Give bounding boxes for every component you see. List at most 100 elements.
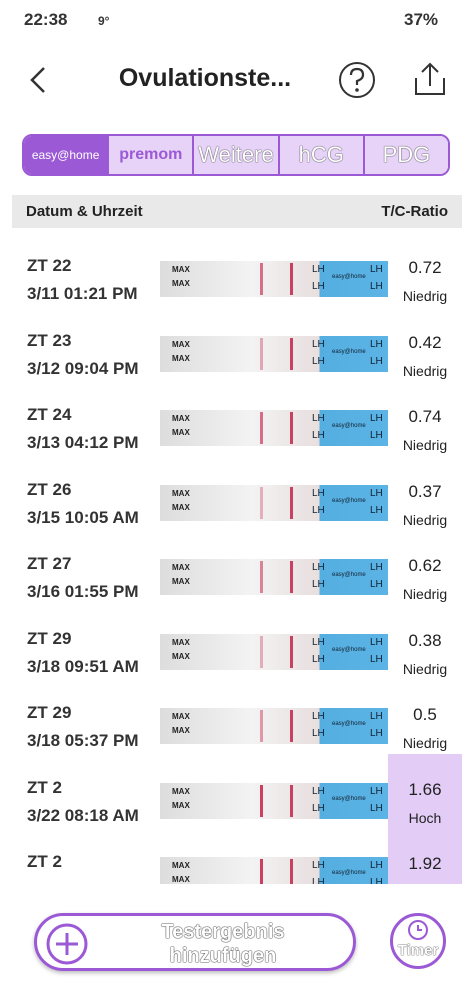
strip-lh-label: LH [312,802,325,814]
high-highlight [388,828,462,884]
strip-lh-label: LH [312,877,325,884]
tab[interactable]: premom [107,136,193,174]
temperature: 9° [98,14,110,28]
strip-lh-label: LH [312,430,325,441]
cycle-day: ZT 27 [27,554,72,573]
strip-lh-label: LH [370,877,383,884]
strip-lh-label: LH [370,860,383,871]
cycle-day: ZT 2 [27,777,62,797]
control-line [290,859,293,884]
tab[interactable]: PDG [362,136,448,174]
result-row[interactable]: ZT 2 3/22 08:18 AM MAX MAX LH LH LH LH easy@home… [0,753,473,828]
test-strip-photo: MAX MAX LH LH LH LH easy@home [160,484,388,521]
lh-level: Niedrig [402,586,448,602]
timer-label: Timer [397,942,439,959]
tc-ratio: 0.5 [413,705,437,724]
test-strip-photo: MAX MAX LH LH LH LH easy@home [160,633,388,670]
strip-lh-label: LH [370,430,383,441]
strip-max-label: MAX [172,651,190,661]
back-button[interactable] [24,60,60,100]
result-row[interactable]: ZT 2 MAX MAX LH LH LH LH easy@home 1.92 [0,828,473,884]
test-strip-photo: MAX MAX LH LH LH LH easy@home [160,708,388,744]
cycle-day: ZT 23 [27,330,72,350]
date-time: 3/18 05:37 PM [27,731,139,750]
control-line [290,561,293,593]
strip-max-label: MAX [172,800,190,810]
strip-lh-label: LH [370,504,383,516]
test-line [260,710,263,742]
result-row[interactable]: ZT 29 3/18 05:37 PM MAX MAX LH LH LH LH easy@hom… [0,679,473,753]
strip-lh-label: LH [370,562,383,573]
strip-lh-label: LH [370,711,383,722]
test-line [260,263,263,295]
date-time: 3/11 01:21 PM [27,284,138,303]
tab[interactable]: hCG [277,136,363,174]
control-line [290,635,293,668]
strip-max-label: MAX [172,488,190,498]
date-time: 3/12 09:04 PM [27,358,139,378]
tc-ratio: 0.62 [408,556,442,575]
date-time: 3/15 10:05 AM [27,507,139,527]
control-line [290,263,293,295]
strip-brand: easy@home [332,646,366,653]
strip-max-label: MAX [172,428,190,437]
strip-max-label: MAX [172,637,190,647]
strip-lh-label: LH [370,728,383,739]
help-button[interactable] [336,60,378,102]
strip-brand: easy@home [332,423,366,429]
share-button[interactable] [410,60,450,100]
result-row[interactable]: ZT 29 3/18 09:51 AM MAX MAX LH LH LH LH easy@hom… [0,605,473,679]
strip-lh-label: LH [370,785,383,797]
add-result-button[interactable]: Testergebnis hinzufügen [34,913,356,971]
result-row[interactable]: ZT 22 3/11 01:21 PM MAX MAX LH LH LH LH easy@hom… [0,232,473,306]
strip-max-label: MAX [172,353,190,363]
strip-lh-label: LH [312,636,325,648]
add-result-label: Testergebnis hinzufügen [161,921,285,967]
strip-max-label: MAX [172,279,190,288]
timer-button[interactable]: Timer [390,913,446,969]
strip-lh-label: LH [370,264,383,275]
result-row[interactable]: ZT 23 3/12 09:04 PM MAX MAX LH LH LH LH easy@hom… [0,307,473,381]
strip-lh-label: LH [312,653,325,665]
strip-lh-label: LH [370,413,383,424]
strip-lh-label: LH [370,338,383,350]
strip-max-label: MAX [172,563,190,572]
lh-level: Hoch [408,809,442,826]
tc-ratio: 1.92 [408,854,442,873]
tc-ratio: 0.38 [408,630,442,650]
strip-lh-label: LH [370,802,383,814]
clock: 22:38 [24,10,68,29]
tab[interactable]: easy@home [24,136,108,174]
strip-brand: easy@home [332,721,366,727]
result-row[interactable]: ZT 27 3/16 01:55 PM MAX MAX LH LH LH LH easy@hom… [0,530,473,604]
strip-lh-label: LH [370,487,383,499]
strip-max-label: MAX [172,577,190,586]
strip-brand: easy@home [332,348,366,355]
strip-lh-label: LH [370,355,383,367]
strip-max-label: MAX [172,712,190,721]
result-row[interactable]: ZT 26 3/15 10:05 AM MAX MAX LH LH LH LH easy@hom… [0,456,473,530]
lh-level: Niedrig [402,362,448,379]
date-time: 3/16 01:55 PM [27,582,139,601]
strip-lh-label: LH [370,636,383,648]
strip-brand: easy@home [332,870,366,876]
result-row[interactable]: ZT 24 3/13 04:12 PM MAX MAX LH LH LH LH easy@hom… [0,381,473,455]
strip-max-label: MAX [172,502,190,512]
cycle-day: ZT 26 [27,479,72,499]
strip-lh-label: LH [312,338,325,350]
tab[interactable]: Weitere [192,136,278,174]
strip-lh-label: LH [312,264,325,275]
battery: 37% [404,10,439,29]
column-label: T/C-Ratio [381,203,448,220]
strip-brand: easy@home [332,572,366,578]
strip-max-label: MAX [172,861,190,870]
tab-bar: easy@home premom Weitere hCG PDG [22,134,450,176]
test-line [260,635,263,668]
control-line [290,412,293,444]
high-highlight [388,753,462,828]
strip-brand: easy@home [332,274,366,280]
strip-lh-label: LH [370,653,383,665]
test-line [260,561,263,593]
test-line [260,486,263,519]
test-line [260,859,263,884]
